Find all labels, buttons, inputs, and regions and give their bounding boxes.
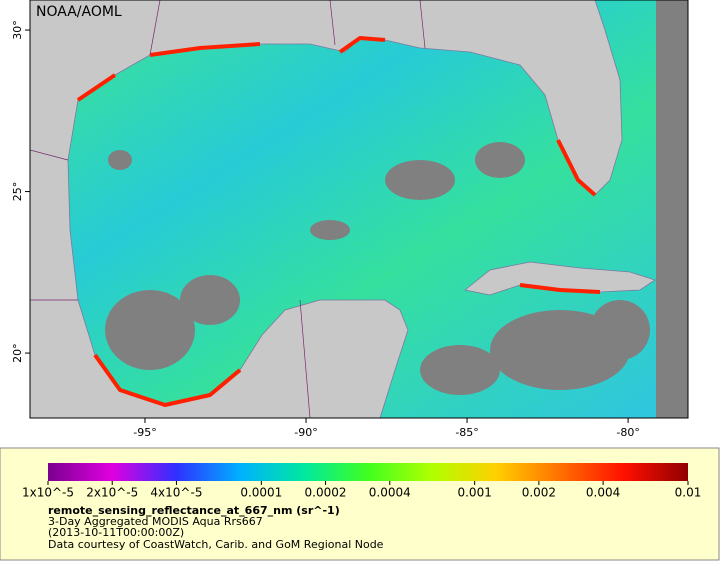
colorbar-tick-label: 0.004 [586,486,620,500]
axes: -95° -90° -85° -80° 20° 25° 30° [11,20,640,439]
credit: Data courtesy of CoastWatch, Carib. and … [48,538,384,551]
no-data-patches [105,142,650,395]
x-tick-label: -95° [133,426,156,439]
colorbar-tick-label: 0.0001 [240,486,282,500]
map-frame [29,0,689,419]
colorbar-tick-label: 0.001 [457,486,491,500]
map-area [30,0,688,418]
colorbar-tick-label: 0.0002 [305,486,347,500]
map-title: NOAA/AOML [36,4,122,20]
colorbar-tick-label: 0.0004 [369,486,411,500]
x-tick-label: -85° [455,426,478,439]
colorbar-tick-label: 0.002 [522,486,556,500]
colorbar-tick-label: 0.01 [675,486,702,500]
colorbar-tick-label: 2x10^-5 [86,486,138,500]
colorbar-tick-label: 4x10^-5 [150,486,202,500]
y-tick-label: 30° [11,20,24,40]
x-tick-label: -80° [616,426,639,439]
y-tick-label: 25° [11,182,24,202]
colorbar-tick-label: 1x10^-5 [22,486,74,500]
time: (2013-10-11T00:00:00Z) [48,526,184,539]
x-tick-label: -90° [294,426,317,439]
y-tick-label: 20° [11,343,24,363]
description: 3-Day Aggregated MODIS Aqua Rrs667 [48,515,263,528]
colorbar [48,463,688,481]
borders [30,0,426,418]
cuba [464,261,656,296]
variable-name: remote_sensing_reflectance_at_667_nm (sr… [48,504,340,517]
coastal-high-values [76,36,601,407]
no-data-stripe [656,0,688,418]
